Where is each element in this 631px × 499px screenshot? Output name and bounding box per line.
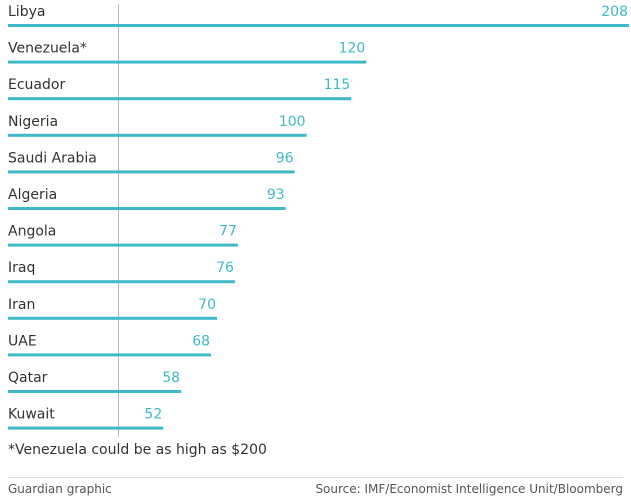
- category-label: Kuwait: [8, 407, 55, 423]
- value-label: 68: [192, 333, 210, 349]
- bar-chart: Libya 208 Venezuela* 120 Ecuador 115 Nigeria 10…: [8, 4, 629, 437]
- value-label: 93: [267, 187, 285, 203]
- category-label: Angola: [8, 224, 56, 240]
- value-label: 70: [198, 297, 216, 313]
- value-label: 120: [339, 41, 366, 57]
- bar: [8, 207, 286, 210]
- value-label: 208: [601, 4, 628, 20]
- category-label: Iran: [8, 297, 35, 313]
- footnote: *Venezuela could be as high as $200: [8, 442, 267, 458]
- category-label: Saudi Arabia: [8, 150, 97, 166]
- category-label: UAE: [8, 333, 37, 349]
- bar: [8, 426, 164, 430]
- bar: [8, 133, 307, 137]
- value-label: 77: [219, 224, 237, 240]
- category-label: Iraq: [8, 260, 35, 276]
- category-label: Algeria: [8, 187, 57, 203]
- bar: [8, 390, 182, 393]
- value-label: 58: [162, 370, 180, 386]
- value-label: 115: [324, 77, 351, 93]
- bar: [8, 243, 238, 247]
- value-label: 100: [279, 114, 306, 130]
- footer-divider: [8, 477, 623, 478]
- credit: Guardian graphic: [8, 482, 112, 496]
- bar: [8, 170, 295, 174]
- bar: [8, 97, 352, 101]
- value-label: 76: [216, 260, 234, 276]
- category-label: Nigeria: [8, 114, 58, 130]
- bar: [8, 316, 217, 320]
- source: Source: IMF/Economist Intelligence Unit/…: [315, 482, 623, 496]
- bar: [8, 24, 629, 27]
- category-label: Venezuela*: [8, 41, 87, 57]
- category-label: Qatar: [8, 370, 48, 386]
- bar: [8, 60, 367, 64]
- category-label: Libya: [8, 4, 45, 20]
- value-label: 52: [144, 407, 162, 423]
- bar: [8, 353, 212, 357]
- value-label: 96: [276, 150, 294, 166]
- category-label: Ecuador: [8, 77, 65, 93]
- bar: [8, 280, 235, 284]
